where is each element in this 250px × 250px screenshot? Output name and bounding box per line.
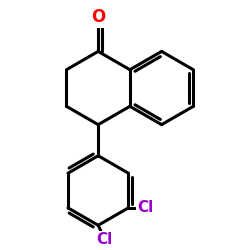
Text: O: O: [91, 8, 105, 26]
Text: Cl: Cl: [137, 200, 154, 216]
Text: Cl: Cl: [96, 232, 112, 248]
